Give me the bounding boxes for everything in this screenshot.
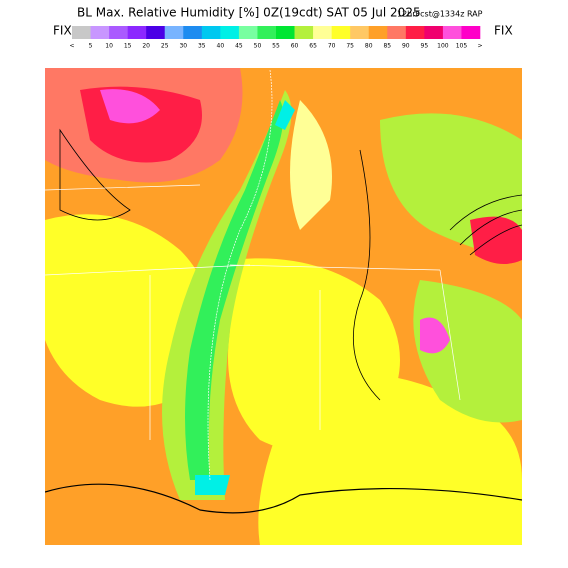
legend-label: 90 bbox=[402, 43, 410, 50]
legend-label: 55 bbox=[272, 43, 280, 50]
legend-label: 15 bbox=[124, 43, 132, 50]
legend: <5 10 15 20 25 30 35 40 45 50 55 60 65 70 75 80 85 90 95 10… bbox=[69, 26, 483, 50]
legend-label: 95 bbox=[421, 43, 429, 50]
legend-label: 25 bbox=[161, 43, 169, 50]
legend-swatch bbox=[461, 26, 481, 39]
legend-label: 10 bbox=[105, 43, 113, 50]
map bbox=[45, 68, 522, 545]
legend-label: 20 bbox=[142, 43, 150, 50]
legend-label: 75 bbox=[346, 43, 354, 50]
legend-swatch bbox=[424, 26, 444, 39]
legend-swatch bbox=[257, 26, 277, 39]
legend-swatch bbox=[164, 26, 184, 39]
legend-swatch bbox=[405, 26, 425, 39]
legend-swatch bbox=[294, 26, 314, 39]
legend-label: 50 bbox=[254, 43, 262, 50]
legend-swatch bbox=[331, 26, 351, 39]
legend-swatch bbox=[368, 26, 388, 39]
legend-swatch bbox=[313, 26, 332, 39]
legend-label: 60 bbox=[291, 43, 299, 50]
legend-swatch bbox=[350, 26, 370, 39]
legend-label: 105 bbox=[456, 43, 468, 50]
legend-swatch bbox=[238, 26, 258, 39]
legend-label: 35 bbox=[198, 43, 206, 50]
legend-label: < bbox=[69, 43, 74, 50]
legend-label: 30 bbox=[179, 43, 187, 50]
fix-right: FIX bbox=[494, 24, 513, 38]
legend-label: 65 bbox=[309, 43, 317, 50]
legend-swatch bbox=[201, 26, 221, 39]
title: BL Max. Relative Humidity [%] 0Z(19cdt) … bbox=[77, 6, 421, 20]
legend-label: 100 bbox=[437, 43, 449, 50]
legend-label: 5 bbox=[89, 43, 93, 50]
legend-swatch bbox=[183, 26, 203, 39]
legend-label: 80 bbox=[365, 43, 373, 50]
legend-label: 40 bbox=[217, 43, 225, 50]
legend-label: 85 bbox=[383, 43, 391, 50]
legend-swatch bbox=[276, 26, 295, 39]
legend-swatch bbox=[109, 26, 128, 39]
legend-label: 70 bbox=[328, 43, 336, 50]
legend-swatch bbox=[90, 26, 110, 39]
legend-label: > bbox=[477, 43, 482, 50]
legend-swatch bbox=[387, 26, 407, 39]
subtitle: 12hrFcst@1334z RAP bbox=[397, 10, 483, 19]
legend-swatch bbox=[220, 26, 240, 39]
fix-left: FIX bbox=[53, 24, 72, 38]
legend-swatch bbox=[146, 26, 166, 39]
legend-swatch bbox=[127, 26, 147, 39]
legend-swatch bbox=[72, 26, 91, 39]
legend-swatch bbox=[442, 26, 462, 39]
legend-label: 45 bbox=[235, 43, 243, 50]
